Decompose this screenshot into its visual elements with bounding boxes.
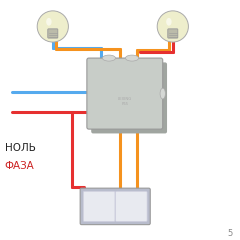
Text: НОЛЬ: НОЛЬ bbox=[5, 143, 36, 153]
Ellipse shape bbox=[160, 88, 165, 99]
Circle shape bbox=[157, 11, 188, 42]
Text: ФАЗА: ФАЗА bbox=[5, 161, 35, 171]
Ellipse shape bbox=[46, 18, 52, 26]
Ellipse shape bbox=[102, 55, 116, 61]
Text: LEXING
P65: LEXING P65 bbox=[118, 97, 132, 106]
Ellipse shape bbox=[166, 18, 172, 26]
FancyBboxPatch shape bbox=[91, 62, 167, 133]
FancyBboxPatch shape bbox=[87, 58, 163, 129]
FancyBboxPatch shape bbox=[80, 188, 150, 225]
FancyBboxPatch shape bbox=[115, 191, 147, 222]
Circle shape bbox=[37, 11, 68, 42]
Text: 5: 5 bbox=[228, 228, 233, 238]
FancyBboxPatch shape bbox=[83, 191, 115, 222]
FancyBboxPatch shape bbox=[48, 29, 58, 38]
Ellipse shape bbox=[125, 55, 139, 61]
FancyBboxPatch shape bbox=[168, 29, 178, 38]
